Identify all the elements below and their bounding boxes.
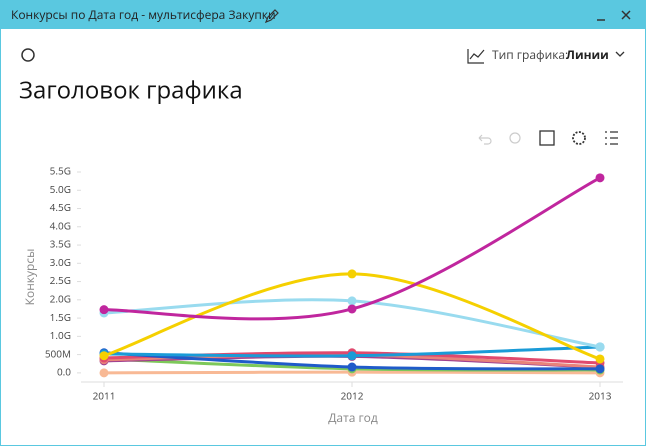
y-axis-label: Конкурсы	[21, 249, 38, 306]
data-point	[595, 173, 605, 183]
data-point	[347, 351, 357, 361]
window-title: Конкурсы по Дата год - мультисфера Закуп…	[11, 6, 276, 23]
data-point	[595, 342, 605, 352]
y-tick-label: 3.5G	[50, 237, 71, 251]
data-point	[595, 364, 605, 374]
y-tick-label: 5.0G	[50, 182, 71, 196]
x-tick-label: 2011	[93, 389, 116, 403]
dropdown-arrow[interactable]	[615, 51, 625, 57]
swap-icon[interactable]	[539, 130, 555, 146]
y-tick-label: 3.0G	[50, 255, 71, 269]
chart-type-icon[interactable]	[467, 49, 485, 64]
data-point	[347, 296, 357, 306]
close-button[interactable]	[621, 10, 631, 20]
y-tick-label: 500M	[45, 346, 71, 360]
y-tick-label: 2.5G	[50, 273, 71, 287]
x-tick-label: 2013	[589, 389, 612, 403]
settings-icon[interactable]	[572, 131, 586, 145]
y-tick-label: 5.5G	[50, 164, 71, 178]
logo-icon	[21, 48, 35, 62]
data-point	[99, 305, 109, 315]
data-point	[347, 362, 357, 372]
chart-type-label: Тип графика:	[492, 46, 568, 63]
data-point	[347, 304, 357, 314]
chart-type-value[interactable]: Линии	[566, 46, 609, 63]
y-tick-label: 1.5G	[50, 310, 71, 324]
undo-icon[interactable]	[478, 134, 492, 145]
y-tick-label: 2.0G	[50, 291, 71, 305]
legend-icon[interactable]	[605, 131, 618, 145]
y-tick-label: 4.0G	[50, 218, 71, 232]
x-axis-label: Дата год	[328, 409, 378, 426]
y-tick-label: 1.0G	[50, 328, 71, 342]
y-tick-label: 4.5G	[50, 200, 71, 214]
edit-icon[interactable]	[264, 9, 279, 24]
zoom-icon[interactable]	[509, 132, 521, 144]
data-point	[595, 354, 605, 364]
title-bar	[1, 1, 645, 29]
x-tick-label: 2012	[341, 389, 364, 403]
y-tick-label: 0.0	[57, 365, 71, 379]
data-point	[99, 368, 109, 378]
chart-title: Заголовок графика	[19, 73, 243, 106]
data-point	[347, 269, 357, 279]
data-point	[99, 351, 109, 361]
